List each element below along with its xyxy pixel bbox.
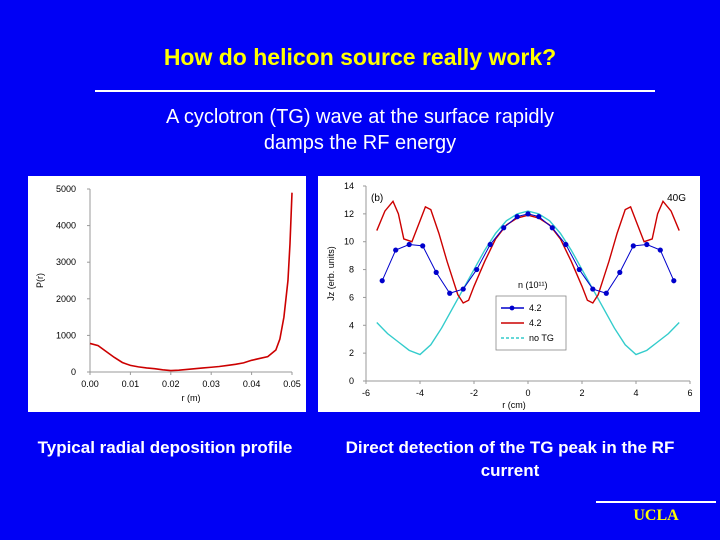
data-point (525, 211, 531, 217)
x-tick-label: 0.02 (162, 379, 180, 389)
data-point (420, 243, 426, 249)
rf-current-chart: 0 2 4 6 8 10 12 14 -6 -4 -2 0 2 4 6 r (cm) Jz (erb. unit… (326, 181, 693, 410)
legend-marker (509, 305, 515, 311)
y-tick-label: 6 (349, 292, 354, 302)
y-tick-label: 1000 (56, 330, 76, 340)
data-point (474, 266, 480, 273)
data-point (393, 247, 399, 253)
y-tick-label: 0 (349, 376, 354, 386)
x-tick-label: -6 (362, 388, 370, 398)
x-tick-label: 0.03 (202, 379, 220, 389)
data-point (406, 241, 412, 248)
y-tick-label: 5000 (56, 184, 76, 194)
data-point (447, 290, 453, 296)
y-tick-label: 8 (349, 265, 354, 275)
x-tick-label: 2 (579, 388, 584, 398)
data-point (487, 241, 493, 248)
data-point (576, 266, 582, 273)
data-point (514, 214, 520, 220)
legend-label: 4.2 (529, 303, 542, 313)
x-tick-label: -4 (416, 388, 424, 398)
rf-current-panel: 0 2 4 6 8 10 12 14 -6 -4 -2 0 2 4 6 r (cm) Jz (erb. unit… (318, 176, 700, 412)
deposition-profile-chart: 0 1000 2000 3000 4000 5000 0.00 0.01 0.02 0.03 0.0… (35, 184, 301, 403)
y-axis-label: P(r) (35, 273, 45, 288)
x-axis-label: r (m) (182, 393, 201, 403)
data-point (549, 225, 555, 231)
data-point (563, 241, 569, 248)
data-point (657, 247, 663, 253)
data-point (433, 269, 439, 275)
subtitle-line-2: damps the RF energy (263, 132, 457, 154)
x-tick-label: 6 (687, 388, 692, 398)
y-tick-label: 2 (349, 348, 354, 358)
x-tick-label: 0.04 (243, 379, 261, 389)
legend-label: 4.2 (529, 318, 542, 328)
data-point (460, 286, 466, 292)
x-tick-label: 0.00 (81, 379, 99, 389)
logo-divider (596, 501, 716, 503)
data-point (630, 243, 636, 249)
right-caption: Direct detection of the TG peak in the R… (345, 438, 675, 480)
x-tick-label: 0.01 (122, 379, 140, 389)
y-tick-label: 14 (344, 181, 354, 191)
subtitle-line-1: A cyclotron (TG) wave at the surface rap… (166, 106, 554, 128)
x-tick-label: 4 (633, 388, 638, 398)
deposition-profile-line (89, 192, 293, 372)
data-point (671, 278, 677, 284)
y-tick-label: 12 (344, 209, 354, 219)
y-tick-label: 0 (71, 367, 76, 377)
y-tick-label: 2000 (56, 294, 76, 304)
series-line-cyan (376, 210, 680, 356)
y-tick-label: 4 (349, 320, 354, 330)
y-tick-label: 10 (344, 237, 354, 247)
data-point (603, 290, 609, 296)
legend-title: n (10¹¹) (518, 280, 548, 290)
ucla-logo: UCLA (633, 507, 679, 524)
y-axis-label: Jz (erb. units) (326, 246, 336, 301)
data-point (536, 214, 542, 220)
y-tick-label: 3000 (56, 257, 76, 267)
y-tick-label: 4000 (56, 221, 76, 231)
legend-label: no TG (529, 333, 554, 343)
x-tick-label: 0 (525, 388, 530, 398)
data-point (617, 269, 623, 275)
x-tick-label: -2 (470, 388, 478, 398)
left-caption: Typical radial deposition profile (37, 438, 293, 457)
field-annotation: 40G (667, 193, 686, 204)
panel-annotation: (b) (371, 193, 383, 204)
data-point (379, 278, 385, 284)
title-divider (95, 90, 655, 92)
x-tick-label: 0.05 (283, 379, 301, 389)
slide-title: How do helicon source really work? (163, 44, 557, 70)
data-point (590, 286, 596, 292)
x-axis-label: r (cm) (502, 400, 526, 410)
deposition-profile-panel: 0 1000 2000 3000 4000 5000 0.00 0.01 0.02 0.03 0.0… (28, 176, 306, 412)
data-point (501, 225, 507, 231)
data-point (644, 241, 650, 248)
slide-subtitle: A cyclotron (TG) wave at the surface rap… (60, 104, 660, 156)
